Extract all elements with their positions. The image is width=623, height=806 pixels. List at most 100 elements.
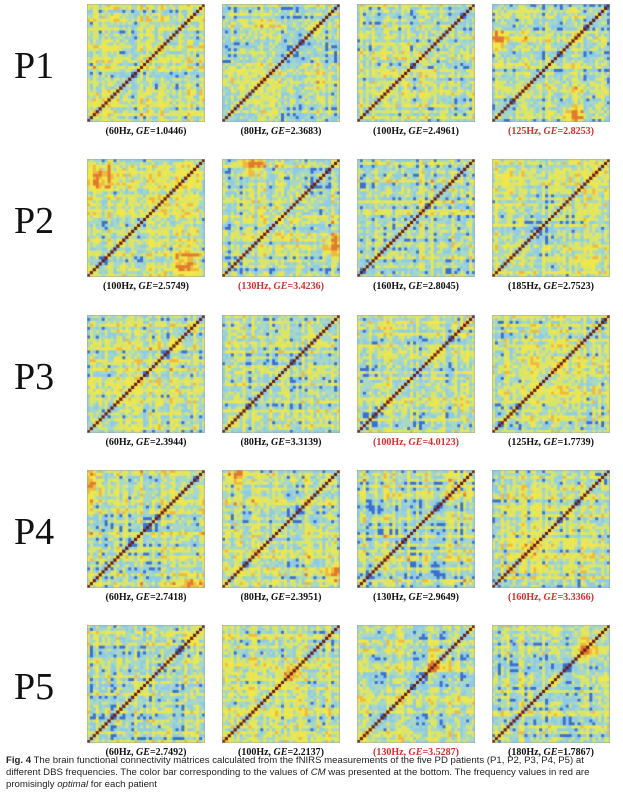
matrix-caption: (80Hz, GE=3.3139): [206, 437, 356, 448]
matrix-caption: (80Hz, GE=2.3951): [206, 592, 356, 603]
ge-value: =1.7739): [557, 437, 594, 448]
ge-symbol: GE: [271, 437, 285, 448]
matrix-panel: [357, 315, 475, 433]
connectivity-matrix-heatmap: [222, 470, 340, 588]
ge-value: =2.3683): [284, 126, 322, 137]
ge-symbol: GE: [408, 592, 423, 603]
ge-value: =1.7867): [557, 747, 594, 758]
matrix-panel: [492, 315, 610, 433]
matrix-caption: (125Hz, GE=2.8253): [476, 126, 623, 137]
matrix-panel: [222, 315, 340, 433]
frequency-label: (60Hz,: [105, 747, 137, 758]
patient-label: P4: [14, 511, 55, 553]
matrix-panel: [492, 625, 610, 743]
connectivity-matrix-heatmap: [87, 159, 205, 277]
matrix-caption: (130Hz, GE=3.5287): [341, 747, 491, 758]
ge-symbol: GE: [136, 126, 150, 137]
connectivity-matrix-heatmap: [492, 470, 610, 588]
ge-symbol: GE: [543, 126, 558, 137]
patient-label: P1: [14, 45, 55, 87]
ge-value: =1.0446): [149, 126, 187, 137]
ge-value: =2.3944): [149, 437, 187, 448]
matrix-caption: (180Hz, GE=1.7867): [476, 747, 623, 758]
connectivity-matrix-heatmap: [357, 4, 475, 122]
ge-value: =2.7523): [557, 281, 594, 292]
ge-symbol: GE: [408, 281, 423, 292]
patient-row-p1: P1 (60Hz, GE=1.0446) (80Hz, GE=2.3683) (100…: [0, 0, 623, 152]
matrix-panel: [222, 159, 340, 277]
matrix-caption: (60Hz, GE=2.7492): [71, 747, 221, 758]
ge-symbol: GE: [273, 281, 288, 292]
patient-row-p2: P2 (100Hz, GE=2.5749) (130Hz, GE=3.4236) (1…: [0, 155, 623, 307]
frequency-label: (60Hz,: [105, 592, 137, 603]
figure-label: Fig. 4: [6, 755, 32, 766]
matrix-panel: [492, 159, 610, 277]
matrix-panel: [87, 315, 205, 433]
connectivity-matrix-heatmap: [492, 159, 610, 277]
patient-row-p3: P3 (60Hz, GE=2.3944) (80Hz, GE=3.3139) (100…: [0, 311, 623, 463]
matrix-caption: (130Hz, GE=3.4236): [206, 281, 356, 292]
connectivity-matrix-heatmap: [492, 625, 610, 743]
ge-symbol: GE: [138, 281, 153, 292]
ge-value: =2.3951): [284, 592, 322, 603]
ge-symbol: GE: [543, 437, 558, 448]
ge-value: =2.2137): [287, 747, 324, 758]
connectivity-matrix-heatmap: [492, 315, 610, 433]
ge-symbol: GE: [271, 126, 285, 137]
ge-value: =3.3139): [284, 437, 322, 448]
matrix-panel: [87, 4, 205, 122]
matrix-caption: (80Hz, GE=2.3683): [206, 126, 356, 137]
connectivity-matrix-heatmap: [357, 159, 475, 277]
ge-symbol: GE: [271, 592, 285, 603]
ge-value: =2.7492): [149, 747, 187, 758]
ge-value: =3.3366): [557, 592, 594, 603]
frequency-label: (100Hz,: [373, 126, 409, 137]
frequency-label: (125Hz,: [508, 126, 544, 137]
ge-value: =2.9649): [422, 592, 459, 603]
connectivity-matrix-heatmap: [357, 625, 475, 743]
caption-text-1: The brain functional connectivity matric…: [6, 755, 584, 778]
matrix-panel: [357, 470, 475, 588]
frequency-label: (125Hz,: [508, 437, 544, 448]
matrix-caption: (160Hz, GE=2.8045): [341, 281, 491, 292]
connectivity-matrix-heatmap: [222, 315, 340, 433]
matrix-caption: (100Hz, GE=2.4961): [341, 126, 491, 137]
connectivity-matrix-heatmap: [222, 4, 340, 122]
matrix-panel: [357, 625, 475, 743]
ge-symbol: GE: [543, 281, 558, 292]
connectivity-matrix-heatmap: [87, 315, 205, 433]
frequency-label: (80Hz,: [240, 437, 272, 448]
matrix-caption: (125Hz, GE=1.7739): [476, 437, 623, 448]
frequency-label: (100Hz,: [103, 281, 139, 292]
matrix-panel: [357, 159, 475, 277]
connectivity-matrix-heatmap: [87, 4, 205, 122]
patient-row-p5: P5 (60Hz, GE=2.7492) (100Hz, GE=2.2137) (13…: [0, 621, 623, 773]
caption-cm: CM: [310, 767, 326, 778]
matrix-panel: [87, 470, 205, 588]
matrix-caption: (60Hz, GE=1.0446): [71, 126, 221, 137]
ge-value: =2.7418): [149, 592, 187, 603]
matrix-caption: (60Hz, GE=2.3944): [71, 437, 221, 448]
ge-symbol: GE: [273, 747, 288, 758]
matrix-caption: (60Hz, GE=2.7418): [71, 592, 221, 603]
ge-value: =2.8045): [422, 281, 459, 292]
connectivity-matrix-heatmap: [357, 315, 475, 433]
caption-text-2: was presented at the bottom. The frequen…: [6, 767, 590, 790]
frequency-label: (130Hz,: [238, 281, 274, 292]
connectivity-matrix-heatmap: [222, 159, 340, 277]
frequency-label: (185Hz,: [508, 281, 544, 292]
connectivity-matrix-heatmap: [87, 470, 205, 588]
patient-row-p4: P4 (60Hz, GE=2.7418) (80Hz, GE=2.3951) (130…: [0, 466, 623, 618]
patient-label: P3: [14, 356, 55, 398]
frequency-label: (130Hz,: [373, 747, 409, 758]
ge-value: =2.4961): [422, 126, 459, 137]
ge-symbol: GE: [136, 592, 150, 603]
matrix-panel: [222, 470, 340, 588]
matrix-panel: [492, 470, 610, 588]
connectivity-matrix-heatmap: [222, 625, 340, 743]
figure-caption: Fig. 4 The brain functional connectivity…: [6, 755, 618, 791]
matrix-panel: [222, 4, 340, 122]
patient-label: P5: [14, 666, 55, 708]
connectivity-matrix-heatmap: [492, 4, 610, 122]
ge-symbol: GE: [408, 437, 423, 448]
